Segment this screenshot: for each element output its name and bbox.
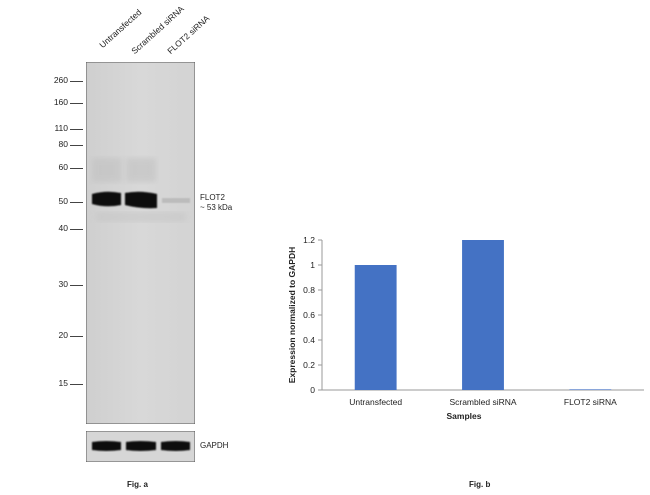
x-tick-label: Untransfected [349,397,402,407]
plot-area: 0 0.2 0.4 0.6 0.8 1 1.2 Untransfected Scrambled … [303,235,644,407]
mw-marker: 160 [53,97,68,107]
x-axis-label: Samples [447,411,482,421]
mw-marker: 50 [58,196,68,206]
figure-a-caption: Fig. a [127,480,148,489]
mw-marker: 30 [58,279,68,289]
mw-marker-tick [70,145,83,146]
mw-marker-tick [70,229,83,230]
mw-marker-tick [70,168,83,169]
western-blot-main [86,62,195,424]
figure-b-caption: Fig. b [469,480,491,489]
mw-marker-tick [70,202,83,203]
y-tick-label: 0.8 [303,285,315,295]
bar-chart: Expression normalized to GAPDH Samples 0… [287,235,644,421]
mw-marker: 20 [58,330,68,340]
y-tick-label: 0.6 [303,310,315,320]
mw-marker: 40 [58,223,68,233]
y-axis-label: Expression normalized to GAPDH [287,247,297,384]
y-tick-label: 0.2 [303,360,315,370]
band-label: FLOT2 ~ 53 kDa [200,193,232,213]
mw-marker: 110 [54,123,68,133]
mw-marker: 80 [58,139,68,149]
bar [354,265,397,390]
band-label-name: FLOT2 [200,193,225,202]
mw-marker-tick [70,81,83,82]
flot2-band-untransfected [92,191,121,207]
mw-marker: 260 [53,75,68,85]
mw-marker: 15 [58,378,68,388]
mw-marker-tick [70,129,83,130]
band-label-size: ~ 53 kDa [200,203,233,212]
y-tick-label: 0 [310,385,315,395]
x-tick-label: FLOT2 siRNA [564,397,617,407]
western-blot-gapdh [86,431,195,462]
mw-marker-tick [70,336,83,337]
mw-marker-tick [70,384,83,385]
loading-control-label: GAPDH [200,441,229,450]
flot2-band-scrambled-sirna [125,191,157,209]
y-tick-label: 0.4 [303,335,315,345]
flot2-band-flot2-sirna [162,198,190,203]
mw-marker-tick [70,103,83,104]
bar [462,240,504,390]
mw-marker-tick [70,285,83,286]
bar [569,389,612,390]
x-tick-label: Scrambled siRNA [449,397,516,407]
y-tick-label: 1 [310,260,315,270]
y-tick-label: 1.2 [303,235,315,245]
mw-marker: 60 [58,162,68,172]
